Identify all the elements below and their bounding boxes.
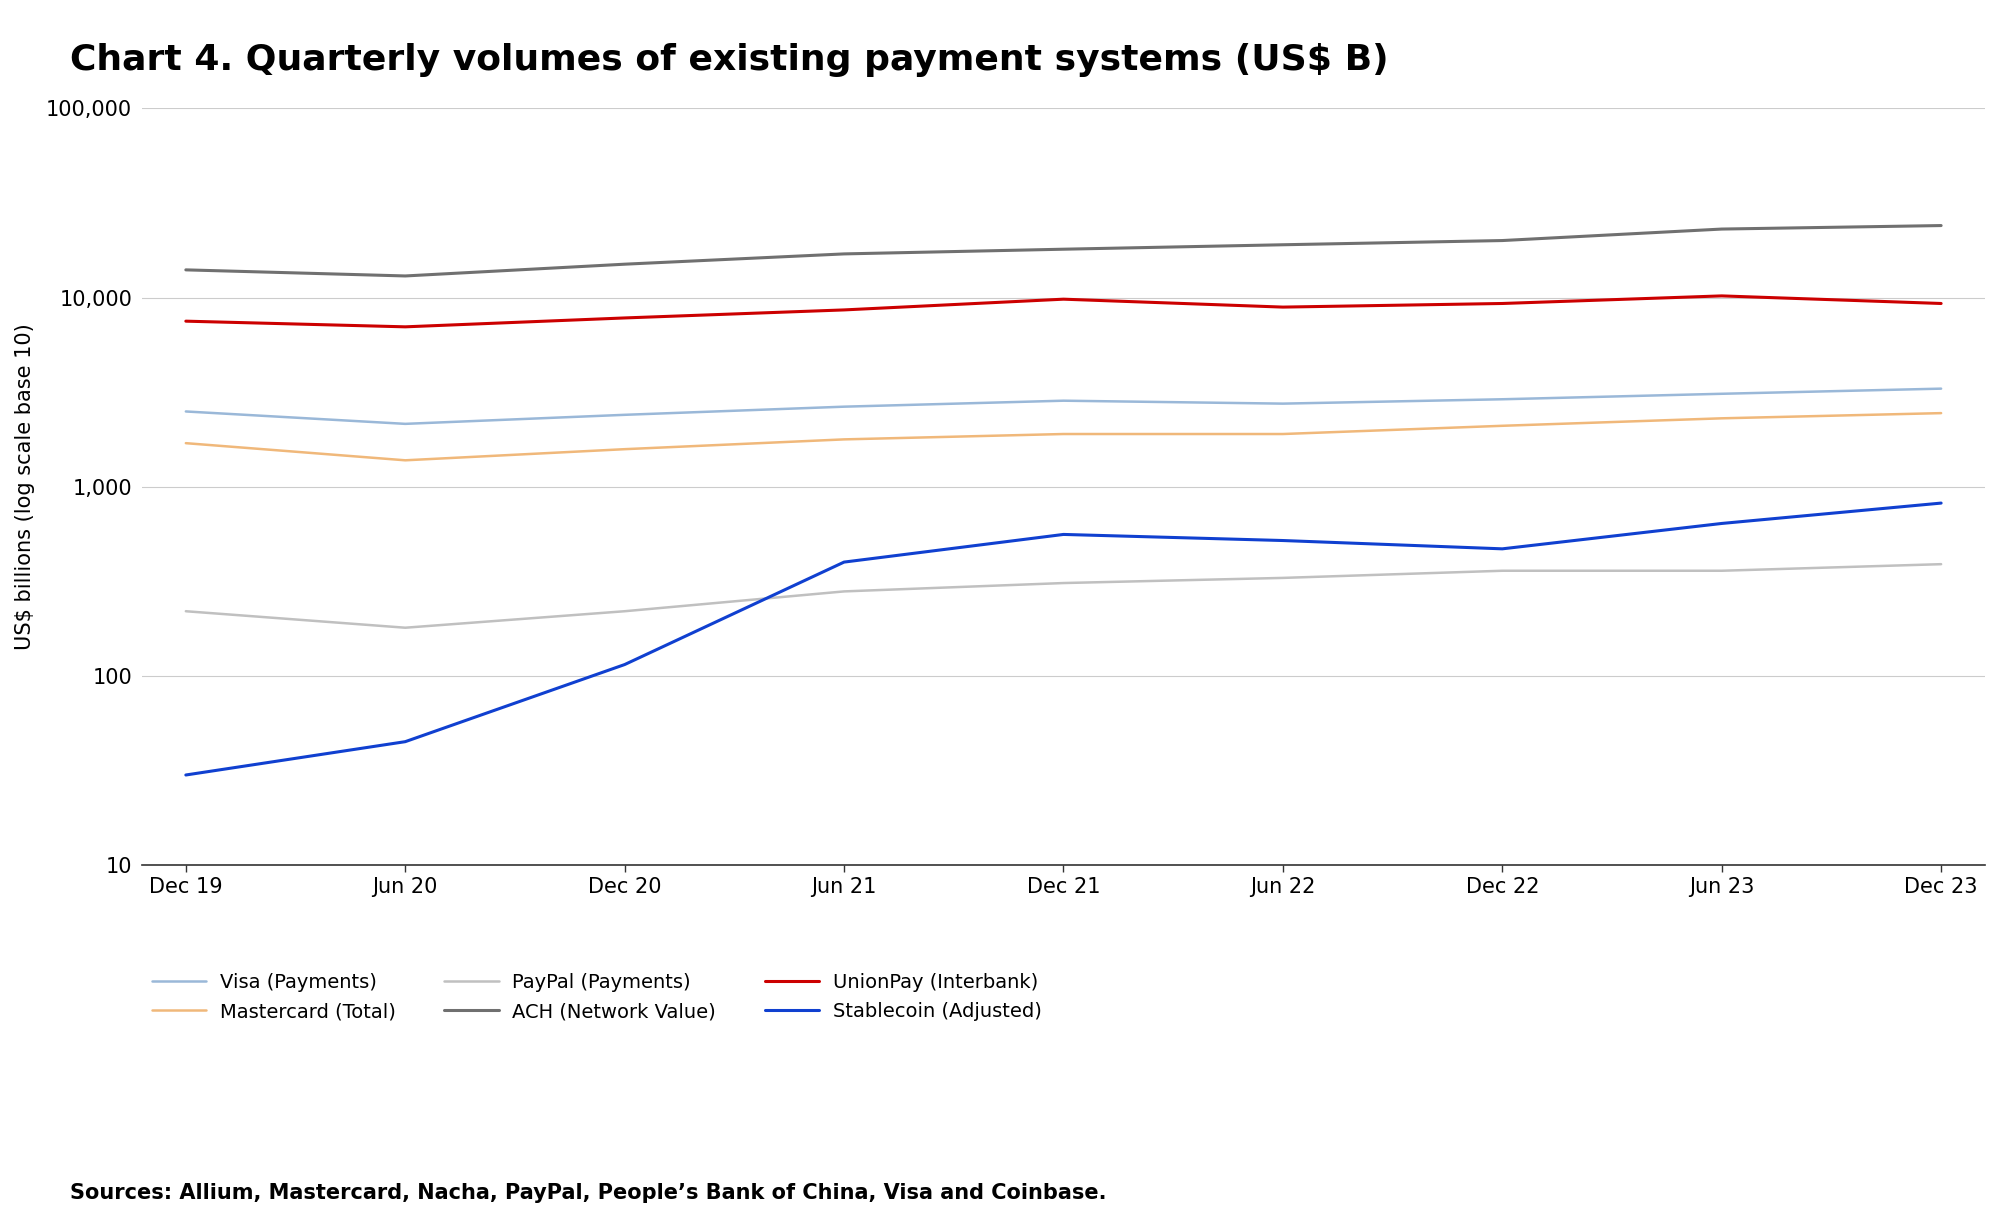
Stablecoin (Adjusted) (1490, 542, 1514, 557)
Stablecoin (Adjusted) (1052, 527, 1076, 542)
ACH (Network Value) (1270, 238, 1294, 252)
PayPal (Payments) (1710, 564, 1734, 579)
Stablecoin (Adjusted) (174, 767, 198, 782)
Stablecoin (Adjusted) (612, 658, 636, 672)
Stablecoin (Adjusted) (832, 554, 856, 569)
Mastercard (Total) (1930, 406, 1954, 420)
Line: UnionPay (Interbank): UnionPay (Interbank) (186, 296, 1942, 326)
Mastercard (Total) (1490, 419, 1514, 434)
Visa (Payments) (1490, 392, 1514, 407)
PayPal (Payments) (1930, 557, 1954, 571)
Visa (Payments) (1270, 396, 1294, 410)
Visa (Payments) (832, 400, 856, 414)
Y-axis label: US$ billions (log scale base 10): US$ billions (log scale base 10) (14, 324, 36, 650)
UnionPay (Interbank) (1930, 296, 1954, 311)
Visa (Payments) (394, 417, 418, 431)
Visa (Payments) (1930, 381, 1954, 396)
UnionPay (Interbank) (394, 319, 418, 334)
Stablecoin (Adjusted) (1710, 516, 1734, 531)
UnionPay (Interbank) (612, 311, 636, 325)
UnionPay (Interbank) (1490, 296, 1514, 311)
Visa (Payments) (1710, 386, 1734, 401)
PayPal (Payments) (394, 620, 418, 635)
PayPal (Payments) (612, 604, 636, 619)
Stablecoin (Adjusted) (394, 734, 418, 749)
UnionPay (Interbank) (174, 314, 198, 329)
PayPal (Payments) (1490, 564, 1514, 579)
ACH (Network Value) (612, 257, 636, 272)
Mastercard (Total) (174, 436, 198, 451)
Legend: Visa (Payments), Mastercard (Total), PayPal (Payments), ACH (Network Value), Uni: Visa (Payments), Mastercard (Total), Pay… (152, 973, 1042, 1021)
ACH (Network Value) (1930, 218, 1954, 233)
ACH (Network Value) (394, 269, 418, 284)
Text: Sources: Allium, Mastercard, Nacha, PayPal, People’s Bank of China, Visa and Coi: Sources: Allium, Mastercard, Nacha, PayP… (70, 1184, 1106, 1203)
Mastercard (Total) (394, 453, 418, 468)
UnionPay (Interbank) (1710, 289, 1734, 303)
Mastercard (Total) (832, 432, 856, 447)
Visa (Payments) (612, 408, 636, 423)
ACH (Network Value) (832, 246, 856, 261)
Stablecoin (Adjusted) (1930, 496, 1954, 510)
ACH (Network Value) (1052, 242, 1076, 257)
PayPal (Payments) (174, 604, 198, 619)
PayPal (Payments) (1052, 576, 1076, 591)
Mastercard (Total) (1052, 426, 1076, 441)
Line: PayPal (Payments): PayPal (Payments) (186, 564, 1942, 627)
UnionPay (Interbank) (832, 302, 856, 317)
ACH (Network Value) (1710, 222, 1734, 236)
Mastercard (Total) (1710, 410, 1734, 425)
Visa (Payments) (174, 404, 198, 419)
Line: Visa (Payments): Visa (Payments) (186, 389, 1942, 424)
PayPal (Payments) (1270, 570, 1294, 585)
ACH (Network Value) (1490, 233, 1514, 247)
Visa (Payments) (1052, 393, 1076, 408)
Mastercard (Total) (1270, 426, 1294, 441)
Line: ACH (Network Value): ACH (Network Value) (186, 225, 1942, 276)
UnionPay (Interbank) (1052, 292, 1076, 307)
PayPal (Payments) (832, 585, 856, 599)
Line: Stablecoin (Adjusted): Stablecoin (Adjusted) (186, 503, 1942, 775)
ACH (Network Value) (174, 263, 198, 278)
Text: Chart 4. Quarterly volumes of existing payment systems (US$ B): Chart 4. Quarterly volumes of existing p… (70, 43, 1388, 77)
Stablecoin (Adjusted) (1270, 533, 1294, 548)
UnionPay (Interbank) (1270, 300, 1294, 314)
Line: Mastercard (Total): Mastercard (Total) (186, 413, 1942, 460)
Mastercard (Total) (612, 442, 636, 457)
